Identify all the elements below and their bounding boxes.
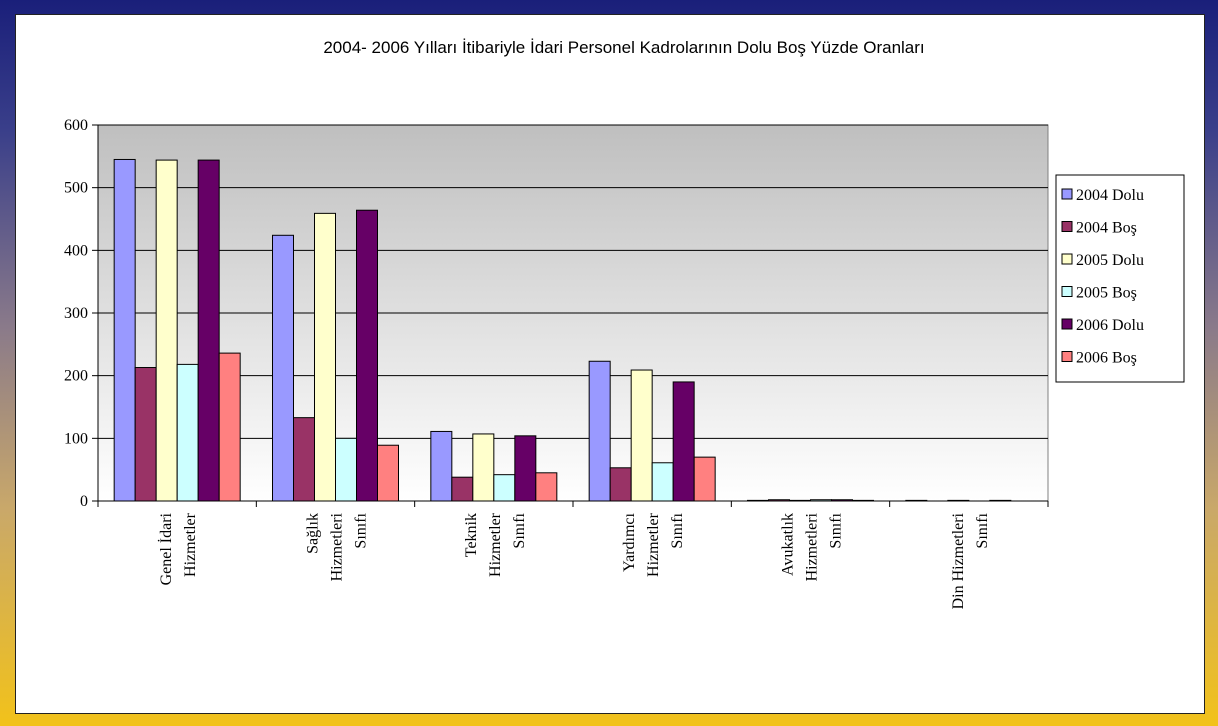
bar [197, 159, 220, 502]
legend-label: 2006 Boş [1076, 350, 1137, 367]
bar [335, 437, 357, 502]
x-category-label: Hizmetler [182, 512, 199, 577]
x-category-labels: Genel İdari Hizmetler Sağlık Hizmetleri Sını… [157, 512, 991, 609]
bar [609, 467, 632, 502]
bar [651, 462, 674, 502]
bar [514, 435, 537, 502]
bar [451, 476, 474, 502]
x-category-label: Sınıfı [511, 512, 528, 548]
legend-label: 2004 Dolu [1076, 187, 1144, 204]
axes [92, 124, 1049, 507]
bar [672, 381, 695, 502]
bar [430, 430, 453, 502]
x-category-label: Hizmetler [487, 512, 504, 577]
bar [134, 367, 157, 502]
bar [472, 433, 495, 502]
bar [176, 363, 199, 502]
x-category-label: Hizmetleri [329, 512, 346, 581]
bar [630, 369, 653, 502]
bar [314, 212, 336, 502]
y-tick-label: 0 [80, 493, 88, 510]
x-category-label: Sınıfı [828, 512, 845, 548]
bar [377, 444, 399, 502]
y-tick-labels: 0 100 200 300 400 500 600 [64, 117, 88, 510]
legend-swatch [1061, 351, 1073, 362]
legend-swatch [1061, 253, 1073, 265]
x-category-label: Din Hizmetleri [950, 512, 967, 609]
legend-swatch [1061, 188, 1073, 200]
y-tick-label: 600 [64, 117, 88, 134]
bar [155, 159, 178, 502]
y-tick-label: 400 [64, 242, 88, 259]
bar [272, 234, 294, 502]
legend-label: 2005 Boş [1076, 285, 1137, 302]
chart-title: 2004- 2006 Yılları İtibariyle İdari Pers… [323, 38, 924, 57]
bar [218, 352, 241, 502]
bar-chart: 2004- 2006 Yılları İtibariyle İdari Pers… [64, 38, 1185, 609]
gridlines [98, 124, 1048, 439]
bar [588, 360, 611, 502]
bar [113, 158, 136, 502]
legend: 2004 Dolu 2004 Boş 2005 Dolu 2005 Boş 2006 D… [1055, 174, 1185, 383]
x-category-label: Hizmetleri [804, 512, 821, 581]
y-tick-label: 500 [64, 180, 88, 197]
x-category-label: Sınıfı [353, 512, 370, 548]
chart-frame: 2004- 2006 Yılları İtibariyle İdari Pers… [15, 14, 1205, 714]
x-category-label: Teknik [463, 513, 480, 557]
x-category-label: Hizmetler [645, 512, 662, 577]
y-tick-label: 200 [64, 368, 88, 385]
bar [535, 472, 558, 502]
legend-swatch [1061, 318, 1073, 330]
bar [693, 456, 716, 502]
x-category-label: Sağlık [305, 513, 322, 554]
legend-swatch [1061, 221, 1073, 232]
x-category-label: Genel İdari [157, 512, 175, 585]
x-category-label: Avukatlık [780, 513, 797, 576]
legend-swatch [1061, 286, 1073, 297]
legend-label: 2005 Dolu [1076, 252, 1144, 269]
bars [113, 158, 1012, 502]
legend-box [1055, 174, 1185, 383]
bar [493, 474, 516, 502]
y-tick-label: 300 [64, 305, 88, 322]
bar [356, 209, 378, 502]
bar [293, 417, 315, 502]
y-tick-label: 100 [64, 430, 88, 447]
x-category-label: Yardımcı [621, 512, 638, 571]
legend-label: 2006 Dolu [1076, 317, 1144, 334]
x-category-label: Sınıfı [974, 512, 991, 548]
legend-label: 2004 Boş [1076, 220, 1137, 237]
x-category-label: Sınıfı [669, 512, 686, 548]
